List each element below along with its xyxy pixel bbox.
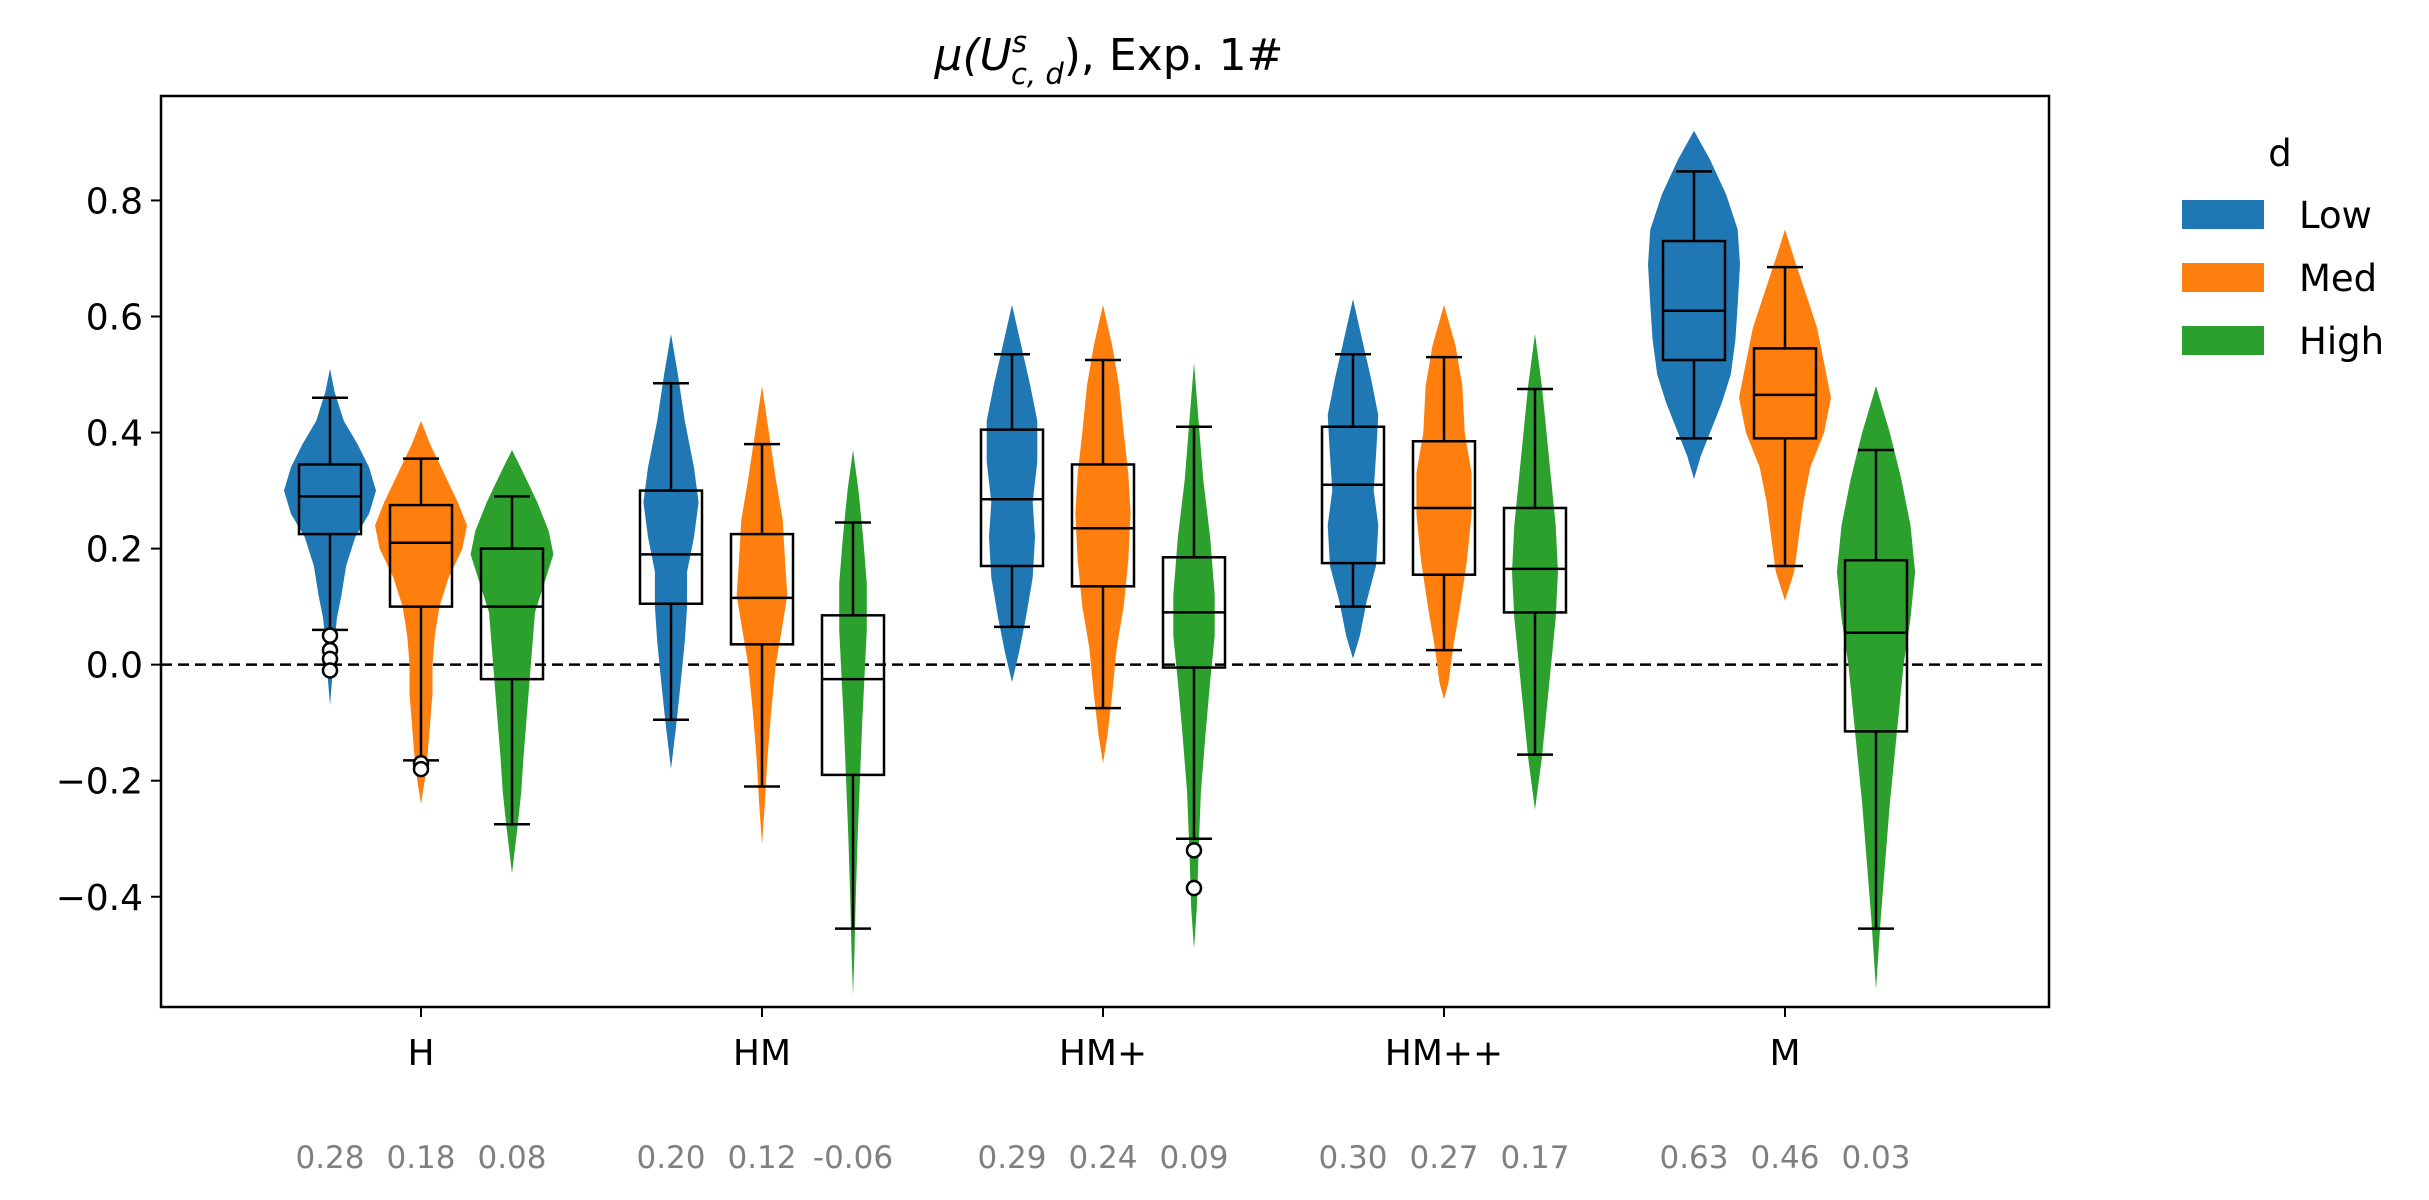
- boxplot-med-m: [1752, 265, 1818, 568]
- legend-label-high: High: [2299, 320, 2384, 363]
- boxplot-high-hm++: [1502, 387, 1568, 756]
- legend-title: d: [2268, 132, 2292, 175]
- boxplot-med-h: [388, 457, 454, 778]
- legend: d Low Med High: [2182, 132, 2384, 363]
- plot-frame: [159, 94, 2051, 1009]
- x-tick-label: HM++: [1385, 1033, 1503, 1074]
- chart-title: μ(Us c, d), Exp. 1#: [933, 25, 1283, 91]
- mean-label-high-hm+: 0.09: [1159, 1140, 1228, 1176]
- boxplot-high-hm: [820, 521, 886, 930]
- iqr-box: [638, 489, 704, 605]
- boxplot-low-m: [1661, 170, 1727, 440]
- x-tick-label: M: [1769, 1033, 1800, 1074]
- boxplot-low-hm++: [1320, 352, 1386, 608]
- legend-swatch-high: [2182, 326, 2264, 355]
- violin-med-hm++: [1416, 304, 1472, 700]
- legend-label-med: Med: [2299, 257, 2377, 300]
- mean-label-med-hm+: 0.24: [1068, 1140, 1137, 1176]
- outlier-point: [1185, 879, 1203, 897]
- outlier-point: [321, 662, 339, 679]
- iqr-box: [820, 614, 886, 777]
- y-tick-label: 0.0: [86, 646, 143, 687]
- mean-label-med-h: 0.18: [386, 1140, 455, 1176]
- plot-area: 0.28 0.20 0.29 0.30 0.63 0.18 0.12 0.24 0.27 0.46…: [161, 130, 2049, 1176]
- violin-high-hm+: [1173, 362, 1215, 949]
- mean-label-med-m: 0.46: [1750, 1140, 1819, 1176]
- boxplot-high-hm+: [1161, 425, 1227, 897]
- outlier-point: [1185, 842, 1203, 859]
- iqr-box: [729, 532, 795, 646]
- violin-high-hm++: [1512, 333, 1558, 810]
- iqr-box: [479, 547, 545, 681]
- violin-low-m: [1648, 130, 1740, 480]
- mean-label-high-m: 0.03: [1841, 1140, 1910, 1176]
- boxplot-med-hm+: [1070, 358, 1136, 710]
- iqr-box: [1502, 506, 1568, 614]
- mean-label-low-hm+: 0.29: [977, 1140, 1046, 1176]
- iqr-box: [1752, 347, 1818, 440]
- y-tick-label: 0.2: [86, 530, 143, 571]
- violin-med-m: [1739, 229, 1831, 601]
- outlier-point: [412, 760, 430, 778]
- mean-label-med-hm++: 0.27: [1409, 1140, 1478, 1176]
- violin-high-m: [1836, 386, 1916, 990]
- x-tick-label: H: [407, 1033, 434, 1074]
- iqr-box: [1070, 463, 1136, 588]
- mean-label-high-hm++: 0.17: [1500, 1140, 1569, 1176]
- y-tick-label: −0.2: [56, 762, 143, 803]
- boxplot-med-hm++: [1411, 355, 1477, 652]
- x-tick-label: HM: [733, 1033, 791, 1074]
- mean-label-low-m: 0.63: [1659, 1140, 1728, 1176]
- boxplot-low-hm: [638, 381, 704, 722]
- legend-label-low: Low: [2299, 194, 2372, 237]
- violin-low-hm+: [986, 304, 1038, 683]
- violin-high-hm: [839, 450, 867, 996]
- violin-high-h: [470, 450, 554, 874]
- mean-label-high-hm: -0.06: [813, 1140, 893, 1176]
- x-tick-label: HM+: [1059, 1033, 1147, 1074]
- boxplot-high-h: [479, 495, 545, 826]
- violin-med-hm+: [1075, 304, 1131, 764]
- axes: 0.8 0.6 0.4 0.2 0.0 −0.2 −0.4 H HM HM+ HM++ M: [56, 181, 1801, 1074]
- iqr-box: [1843, 558, 1909, 733]
- violin-low-hm: [643, 333, 699, 770]
- boxplot-low-h: [297, 396, 363, 679]
- iqr-box: [1661, 239, 1727, 362]
- boxplot-med-hm: [729, 442, 795, 788]
- violin-med-hm: [736, 386, 788, 845]
- iqr-box: [297, 463, 363, 536]
- boxplot-high-m: [1843, 448, 1909, 930]
- y-tick-label: −0.4: [56, 878, 143, 919]
- mean-label-high-h: 0.08: [477, 1140, 546, 1176]
- y-tick-label: 0.6: [86, 297, 143, 338]
- mean-label-low-hm: 0.20: [636, 1140, 705, 1176]
- outlier-point: [321, 627, 339, 644]
- boxplot-low-hm+: [979, 352, 1045, 629]
- mean-label-med-hm: 0.12: [727, 1140, 796, 1176]
- legend-swatch-low: [2182, 200, 2264, 229]
- iqr-box: [979, 428, 1045, 568]
- y-tick-label: 0.4: [86, 414, 143, 455]
- violin-low-hm++: [1327, 299, 1379, 659]
- y-tick-label: 0.8: [86, 181, 143, 222]
- iqr-box: [1320, 425, 1386, 565]
- mean-label-low-hm++: 0.30: [1318, 1140, 1387, 1176]
- mean-label-low-h: 0.28: [295, 1140, 364, 1176]
- legend-swatch-med: [2182, 263, 2264, 292]
- iqr-box: [388, 503, 454, 608]
